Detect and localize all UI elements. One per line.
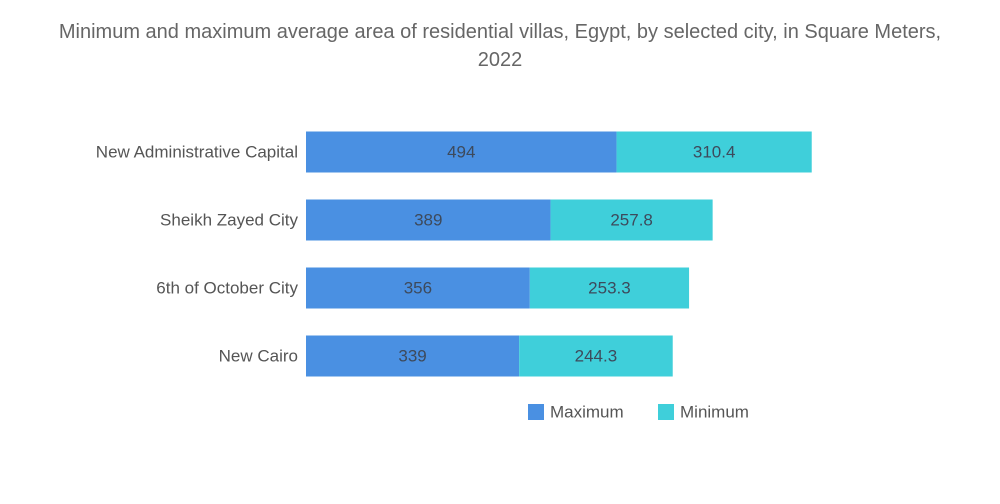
category-label: New Administrative Capital: [96, 143, 298, 162]
legend-label-maximum: Maximum: [550, 403, 624, 422]
legend: Maximum Minimum: [528, 403, 749, 422]
bar-minimum: [550, 199, 713, 241]
bar-minimum: [616, 131, 812, 173]
data-label-minimum: 244.3: [575, 347, 618, 366]
legend-label-minimum: Minimum: [680, 403, 749, 422]
bar-maximum: [306, 335, 520, 377]
data-label-minimum: 310.4: [693, 143, 736, 162]
data-label-minimum: 257.8: [610, 211, 653, 230]
bar-maximum: [306, 267, 530, 309]
category-label: 6th of October City: [156, 279, 298, 298]
category-label: Sheikh Zayed City: [160, 211, 298, 230]
data-label-maximum: 494: [447, 143, 475, 162]
bar-maximum: [306, 131, 617, 173]
bar-minimum: [529, 267, 690, 309]
category-label: New Cairo: [219, 347, 298, 366]
legend-swatch-minimum: [658, 404, 674, 420]
chart-title: Minimum and maximum average area of resi…: [58, 21, 942, 71]
data-label-maximum: 389: [414, 211, 442, 230]
data-label-maximum: 339: [398, 347, 426, 366]
data-label-maximum: 356: [404, 279, 432, 298]
data-label-minimum: 253.3: [588, 279, 631, 298]
bars-layer: [306, 131, 812, 377]
bar-minimum: [519, 335, 673, 377]
bar-maximum: [306, 199, 551, 241]
legend-swatch-maximum: [528, 404, 544, 420]
labels-layer: New Administrative Capital 494 310.4 Sheikh…: [96, 143, 736, 366]
